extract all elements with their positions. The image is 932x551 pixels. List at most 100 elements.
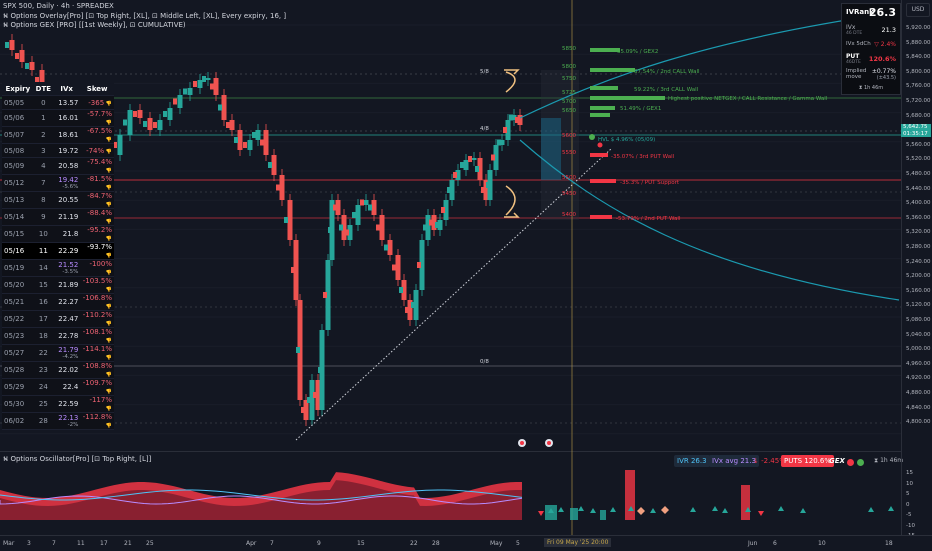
ivx-skew-value: -67.5%	[87, 127, 112, 135]
ivx-dte-value: 0	[41, 98, 46, 107]
ivx-dte-value: 25	[38, 400, 48, 408]
ivx-iv-value: 22.4	[62, 383, 79, 391]
thumbs-down-icon: 👎	[105, 338, 112, 344]
candle-body	[183, 88, 187, 95]
ivx-iv-value: 13.57	[58, 98, 79, 107]
candle-body	[39, 70, 45, 90]
ivx-iv: 22.4	[53, 378, 81, 396]
ivx-iv-value: 19.72	[58, 146, 79, 155]
osc-up-triangle-icon	[590, 508, 596, 513]
thumbs-down-icon: 👎	[105, 236, 112, 242]
ivx-expiry-value: 05/21	[4, 298, 25, 306]
pane-separator[interactable]	[0, 451, 901, 452]
candle-body	[509, 114, 513, 121]
osc-up-triangle-icon	[745, 507, 751, 512]
ivx-row: 05/05 0 13.57 -365 👎	[2, 95, 114, 110]
ivx-iv-change: -3.5%	[62, 269, 79, 275]
ivx-dte: 2	[33, 126, 54, 144]
ivx-row: 05/14 9 21.19 -88.4% 👎	[2, 208, 114, 226]
currency-button[interactable]: USD	[906, 3, 930, 17]
ivx-dte-value: 14	[38, 264, 48, 272]
ivx-skew-value: -112.8%	[82, 413, 112, 421]
ivx-expiry-value: 05/30	[4, 400, 25, 408]
osc-up-triangle-icon	[800, 508, 806, 513]
candle-body	[271, 155, 277, 175]
ivx-row: 05/16 11 22.29 -93.7% 👎	[2, 242, 114, 260]
gex-bar	[590, 68, 635, 72]
ivx-skew: -106.8% 👎	[80, 293, 114, 311]
date-label: 28	[432, 540, 440, 547]
candle-body	[163, 111, 167, 117]
ivx-iv-value: 22.29	[58, 247, 79, 255]
ivx-row: 05/13 8 20.55 -84.7% 👎	[2, 191, 114, 209]
oscillator-title[interactable]: ⛕ Options Oscillator[Pro] [⊡ Top Right, …	[3, 455, 152, 463]
candle-body	[234, 137, 238, 143]
ivx-iv: 22.13 -2%	[53, 412, 81, 430]
gex-bar	[590, 96, 665, 100]
ivx-iv-value: 22.02	[58, 366, 79, 374]
thumbs-down-icon: 👎	[105, 219, 112, 225]
date-label: Mar	[3, 540, 15, 547]
price-label: 4,840.00	[906, 404, 931, 411]
candle-body	[376, 224, 380, 231]
ivx-dte-value: 28	[38, 417, 48, 425]
level-label: Highest positive NETGEX / CALL Resistanc…	[668, 96, 828, 102]
ivx-skew: -108.8% 👎	[80, 361, 114, 379]
ivx-expiry: 05/14	[2, 208, 34, 226]
implied-move-label: Implied move	[846, 68, 867, 80]
candle-body	[276, 184, 280, 191]
candle-body	[173, 98, 177, 105]
candle-body	[417, 262, 421, 268]
ivx-expiry: 05/27	[2, 344, 34, 362]
ivx-expiry-value: 05/27	[4, 349, 25, 357]
candle-body	[347, 225, 353, 240]
thumbs-down-icon: 👎	[105, 287, 112, 293]
ivx-dte: 28	[33, 412, 54, 430]
level-label: 59.22% / 3rd CALL Wall	[634, 87, 699, 93]
thumbs-down-icon: 👎	[105, 389, 112, 395]
indicator-2-title[interactable]: ⛕ Options GEX [PRO] [[1st Weekly], ⊡ CUM…	[3, 21, 186, 29]
iv-cone-upper	[519, 11, 900, 119]
ivx-expiry: 05/22	[2, 310, 34, 328]
price-label: 4,960.00	[906, 360, 931, 367]
ivx-row: 05/28 23 22.02 -108.8% 👎	[2, 361, 114, 379]
ivx-dte-value: 10	[38, 230, 48, 238]
price-label: 5,440.00	[906, 185, 931, 192]
ivx-row: 06/02 28 22.13 -2% -112.8% 👎	[2, 412, 114, 430]
ivx-sub: 46 DTE	[846, 31, 863, 36]
date-label: 15	[357, 540, 365, 547]
osc-axis-label: 0	[906, 501, 910, 508]
ivx-iv-value: 22.47	[58, 315, 79, 323]
price-label: 5,200.00	[906, 273, 931, 280]
candle-body	[477, 158, 483, 180]
price-label: 5,360.00	[906, 214, 931, 221]
indicator-1-title[interactable]: ⛕ Options Overlay[Pro] [⊡ Top Right, [XL…	[3, 12, 287, 20]
ivx-row: 05/21 16 22.27 -106.8% 👎	[2, 293, 114, 311]
ivx-iv-value: 22.27	[58, 298, 79, 306]
candle-body	[15, 53, 19, 59]
ivx5d-label: IVx 5dCh	[846, 41, 871, 47]
thumbs-down-icon: 👎	[105, 270, 112, 276]
symbol-title[interactable]: SPX 500, Daily · 4h · SPREADEX	[3, 2, 114, 10]
candle-body	[499, 140, 505, 145]
candle-body	[505, 120, 511, 140]
ivx-iv: 20.55	[53, 191, 81, 209]
date-label: 7	[270, 540, 274, 547]
ivx-iv-change: -5.6%	[62, 184, 79, 190]
ivx-expiry: 05/19	[2, 259, 34, 277]
candle-body	[301, 407, 305, 413]
ivx-row: 05/06 1 16.01 -57.7% 👎	[2, 109, 114, 127]
ivx-skew: -81.5% 👎	[80, 174, 114, 192]
strike-label: 5650	[562, 108, 576, 114]
osc-up-triangle-icon	[722, 508, 728, 513]
candle-body	[335, 200, 341, 215]
ivx-row: 05/07 2 18.61 -67.5% 👎	[2, 126, 114, 144]
candle-body	[387, 240, 393, 255]
ivx-dte: 17	[33, 310, 54, 328]
date-axis[interactable]: Mar 3 7 11 17 21 25 Apr 7 9 15 22 28 May 5 Jun 6 10 18 Fri…	[0, 535, 932, 551]
thumbs-down-icon: 👎	[105, 253, 112, 259]
candle-body	[113, 142, 117, 148]
ivx-value: 21.3	[881, 26, 896, 34]
